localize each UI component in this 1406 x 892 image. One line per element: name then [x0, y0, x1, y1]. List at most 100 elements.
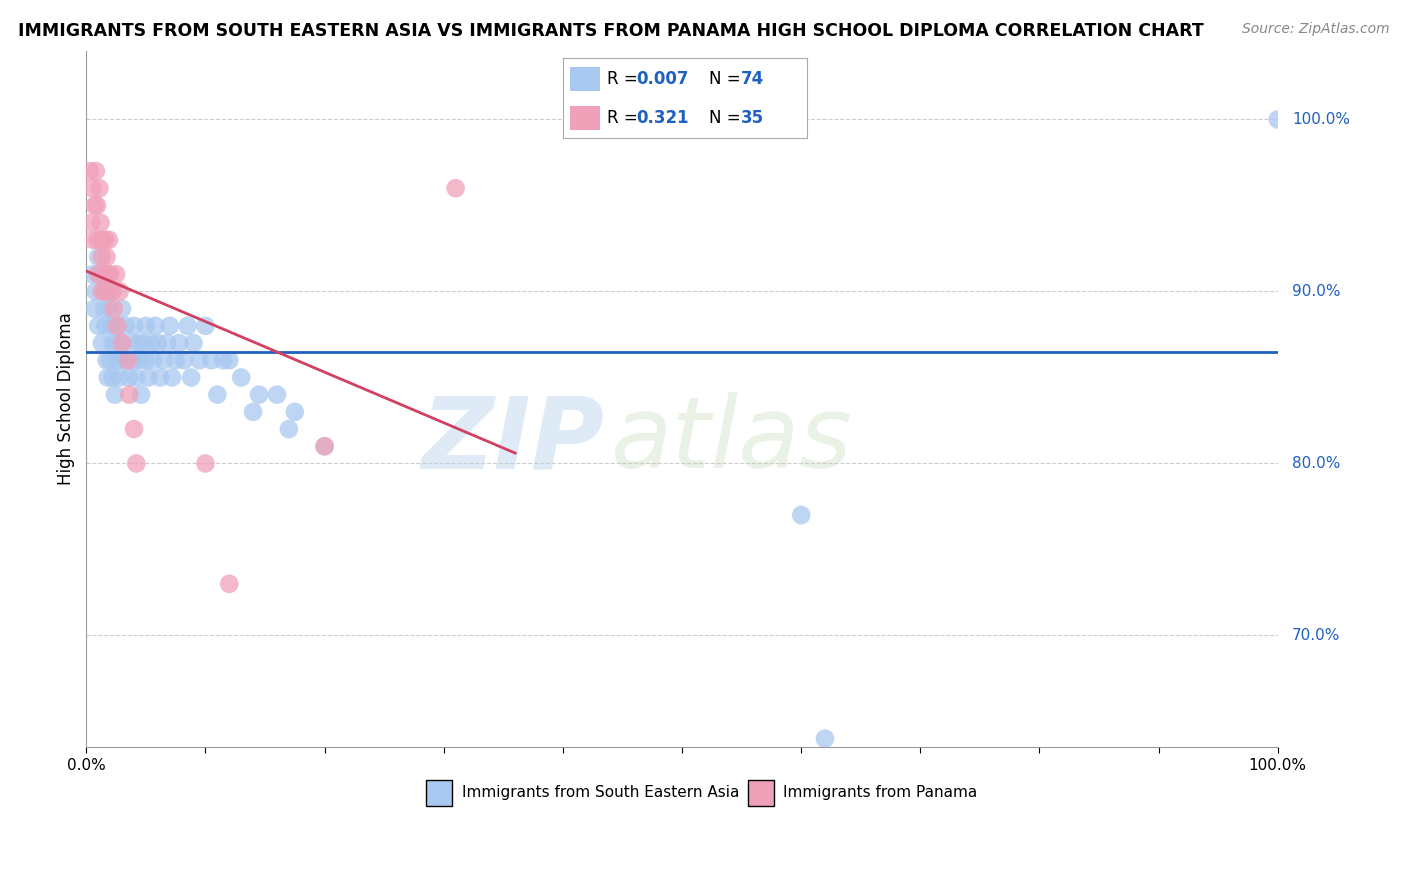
- Point: [89, 181, 111, 195]
- Point: [90, 250, 112, 264]
- Point: [141, 336, 163, 351]
- Point: [101, 370, 124, 384]
- Point: [167, 336, 190, 351]
- Text: 80.0%: 80.0%: [1292, 456, 1340, 471]
- Point: [444, 181, 467, 195]
- Point: [132, 336, 155, 351]
- Point: [111, 336, 134, 351]
- Point: [105, 353, 128, 368]
- Point: [266, 387, 288, 401]
- Point: [142, 353, 165, 368]
- Point: [93, 301, 115, 316]
- Point: [82, 267, 104, 281]
- Point: [165, 353, 187, 368]
- Point: [91, 233, 114, 247]
- Point: [107, 353, 129, 368]
- Y-axis label: High School Diploma: High School Diploma: [58, 312, 75, 485]
- Point: [98, 285, 121, 299]
- Point: [97, 370, 120, 384]
- Point: [218, 353, 240, 368]
- Point: [87, 318, 110, 333]
- Point: [149, 370, 172, 384]
- Point: [101, 336, 124, 351]
- Point: [122, 318, 145, 333]
- Point: [100, 318, 122, 333]
- Point: [86, 198, 108, 212]
- FancyBboxPatch shape: [748, 780, 773, 806]
- Point: [122, 353, 145, 368]
- Point: [94, 285, 117, 299]
- Text: Immigrants from South Eastern Asia: Immigrants from South Eastern Asia: [461, 785, 740, 800]
- Point: [277, 422, 299, 436]
- FancyBboxPatch shape: [426, 780, 453, 806]
- Point: [122, 422, 145, 436]
- Point: [156, 336, 179, 351]
- Point: [129, 353, 152, 368]
- Point: [90, 216, 112, 230]
- Text: 70.0%: 70.0%: [1292, 628, 1340, 643]
- Point: [93, 267, 115, 281]
- Point: [231, 370, 253, 384]
- Point: [135, 318, 157, 333]
- Text: 100.0%: 100.0%: [1292, 112, 1350, 127]
- Point: [87, 267, 110, 281]
- Point: [103, 318, 125, 333]
- Point: [105, 318, 128, 333]
- Point: [97, 267, 120, 281]
- Text: 90.0%: 90.0%: [1292, 284, 1340, 299]
- Point: [105, 318, 128, 333]
- Point: [108, 370, 131, 384]
- Point: [125, 370, 148, 384]
- Point: [84, 285, 107, 299]
- Point: [80, 216, 103, 230]
- Point: [218, 577, 240, 591]
- Text: ZIP: ZIP: [422, 392, 605, 490]
- Point: [114, 318, 136, 333]
- Text: atlas: atlas: [610, 392, 852, 490]
- Point: [152, 353, 174, 368]
- Point: [135, 353, 157, 368]
- Point: [188, 353, 211, 368]
- Point: [1267, 112, 1289, 127]
- Point: [90, 336, 112, 351]
- Point: [194, 457, 217, 471]
- Point: [97, 233, 120, 247]
- Point: [180, 370, 202, 384]
- Point: [194, 318, 217, 333]
- Point: [176, 318, 198, 333]
- Point: [82, 233, 104, 247]
- Point: [111, 336, 134, 351]
- Point: [117, 353, 139, 368]
- Point: [98, 267, 121, 281]
- Point: [105, 267, 128, 281]
- Point: [101, 285, 124, 299]
- Point: [117, 353, 139, 368]
- Point: [118, 370, 141, 384]
- Point: [97, 267, 120, 281]
- Point: [314, 439, 336, 453]
- Point: [284, 405, 307, 419]
- Point: [129, 387, 152, 401]
- Point: [90, 285, 112, 299]
- Point: [87, 250, 110, 264]
- Point: [121, 336, 143, 351]
- Point: [97, 301, 120, 316]
- Point: [84, 164, 107, 178]
- Point: [112, 353, 135, 368]
- Point: [111, 301, 134, 316]
- Point: [242, 405, 264, 419]
- Point: [79, 164, 101, 178]
- Point: [83, 198, 105, 212]
- Point: [104, 387, 127, 401]
- Point: [103, 301, 125, 316]
- Point: [93, 285, 115, 299]
- Point: [173, 353, 195, 368]
- Point: [94, 233, 117, 247]
- Point: [90, 267, 112, 281]
- Point: [200, 353, 222, 368]
- Point: [83, 301, 105, 316]
- Point: [314, 439, 336, 453]
- Point: [108, 285, 131, 299]
- Point: [98, 353, 121, 368]
- Point: [82, 181, 104, 195]
